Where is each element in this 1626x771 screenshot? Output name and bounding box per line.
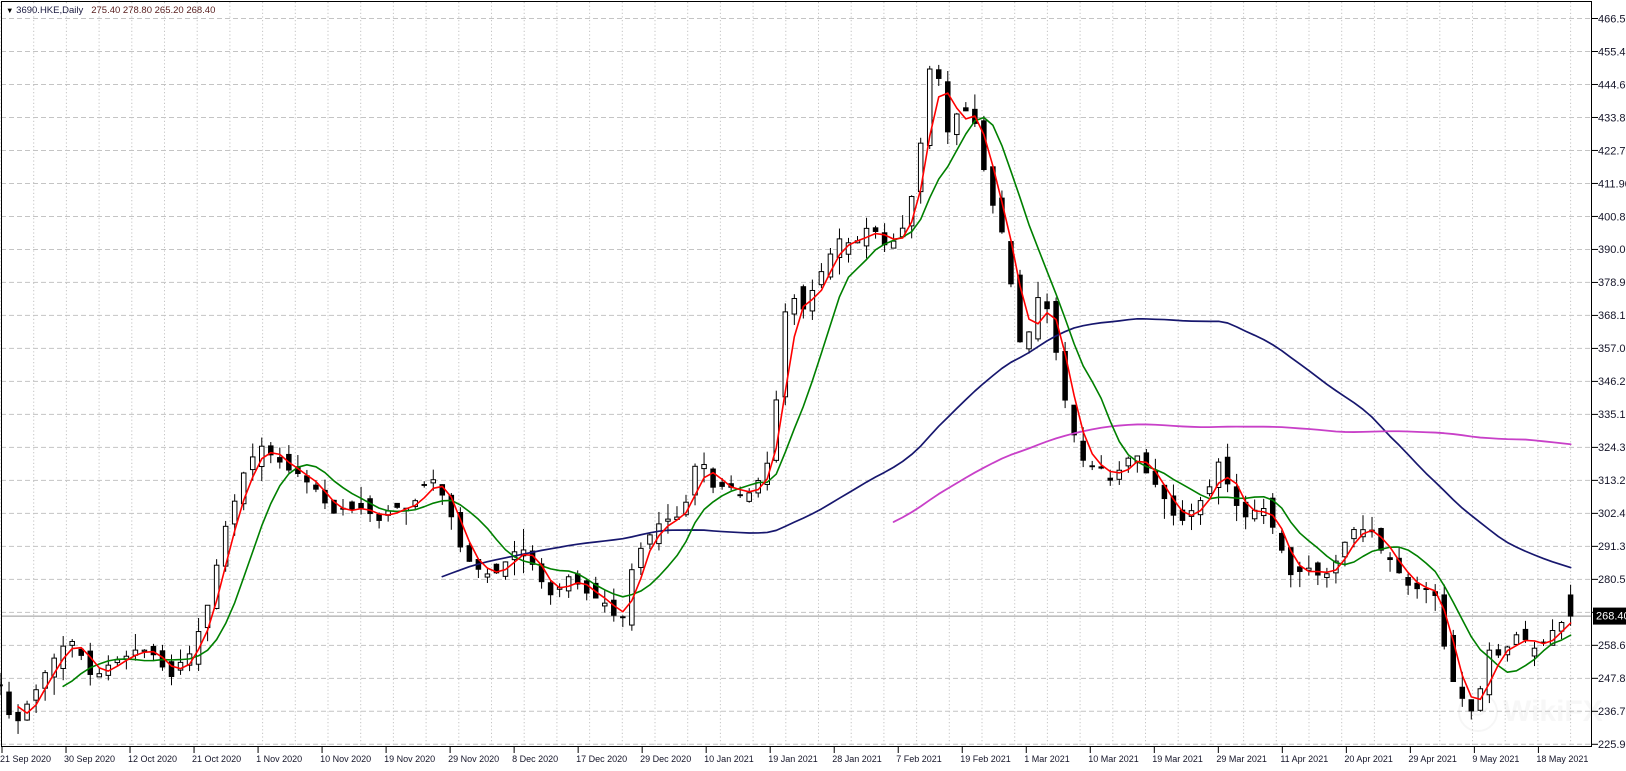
svg-text:19 Feb 2021: 19 Feb 2021 [960,754,1011,764]
svg-text:19 Nov 2020: 19 Nov 2020 [384,754,435,764]
svg-text:225.90: 225.90 [1598,739,1626,751]
svg-text:21 Oct 2020: 21 Oct 2020 [192,754,241,764]
svg-text:455.40: 455.40 [1598,46,1626,58]
svg-text:346.20: 346.20 [1598,376,1626,388]
svg-text:7 Feb 2021: 7 Feb 2021 [896,754,942,764]
svg-text:1 Nov 2020: 1 Nov 2020 [256,754,302,764]
svg-text:268.40: 268.40 [1596,611,1626,623]
svg-text:1 Mar 2021: 1 Mar 2021 [1024,754,1070,764]
svg-text:236.70: 236.70 [1598,706,1626,718]
svg-text:444.60: 444.60 [1598,79,1626,91]
svg-text:291.30: 291.30 [1598,541,1626,553]
svg-text:8 Dec 2020: 8 Dec 2020 [512,754,558,764]
svg-text:324.30: 324.30 [1598,442,1626,454]
svg-text:357.00: 357.00 [1598,343,1626,355]
svg-text:378.90: 378.90 [1598,277,1626,289]
svg-text:29 Apr 2021: 29 Apr 2021 [1408,754,1457,764]
svg-text:400.80: 400.80 [1598,211,1626,223]
svg-text:28 Jan 2021: 28 Jan 2021 [832,754,882,764]
svg-text:411.90: 411.90 [1598,178,1626,190]
svg-text:302.40: 302.40 [1598,508,1626,520]
svg-text:10 Jan 2021: 10 Jan 2021 [704,754,754,764]
svg-text:9 May 2021: 9 May 2021 [1472,754,1519,764]
svg-text:11 Apr 2021: 11 Apr 2021 [1280,754,1328,764]
svg-text:12 Oct 2020: 12 Oct 2020 [128,754,177,764]
svg-text:18 May 2021: 18 May 2021 [1536,754,1588,764]
svg-text:433.80: 433.80 [1598,112,1626,124]
svg-text:19 Mar 2021: 19 Mar 2021 [1152,754,1203,764]
svg-text:29 Nov 2020: 29 Nov 2020 [448,754,499,764]
svg-text:466.50: 466.50 [1598,13,1626,25]
svg-text:335.10: 335.10 [1598,409,1626,421]
svg-text:422.70: 422.70 [1598,145,1626,157]
svg-text:29 Mar 2021: 29 Mar 2021 [1216,754,1267,764]
svg-text:19 Jan 2021: 19 Jan 2021 [768,754,818,764]
svg-text:390.00: 390.00 [1598,244,1626,256]
svg-text:313.20: 313.20 [1598,475,1626,487]
svg-text:30 Sep 2020: 30 Sep 2020 [64,754,115,764]
svg-text:WikiFX: WikiFX [1503,695,1603,728]
svg-text:20 Apr 2021: 20 Apr 2021 [1344,754,1393,764]
svg-text:21 Sep 2020: 21 Sep 2020 [0,754,51,764]
svg-text:17 Dec 2020: 17 Dec 2020 [576,754,627,764]
svg-text:10 Nov 2020: 10 Nov 2020 [320,754,371,764]
svg-text:368.10: 368.10 [1598,310,1626,322]
svg-text:258.60: 258.60 [1598,640,1626,652]
svg-text:247.80: 247.80 [1598,673,1626,685]
svg-text:280.50: 280.50 [1598,574,1626,586]
svg-text:29 Dec 2020: 29 Dec 2020 [640,754,691,764]
svg-text:10 Mar 2021: 10 Mar 2021 [1088,754,1139,764]
